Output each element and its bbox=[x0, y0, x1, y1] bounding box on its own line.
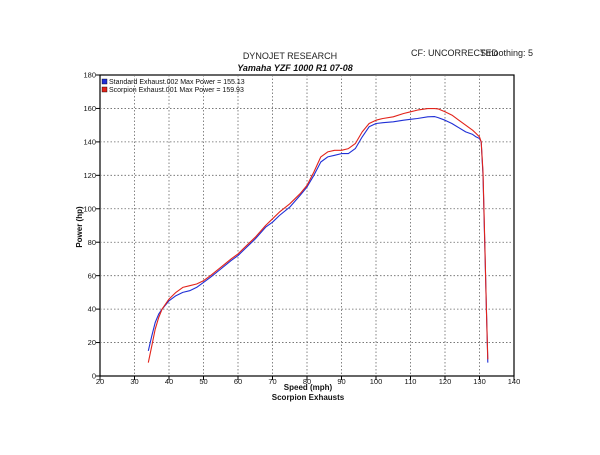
y-tick-label: 0 bbox=[92, 372, 96, 381]
y-tick-label: 140 bbox=[83, 137, 96, 146]
x-tick-label: 80 bbox=[303, 377, 311, 386]
x-tick-label: 90 bbox=[337, 377, 345, 386]
x-tick-label: 40 bbox=[165, 377, 173, 386]
x-tick-label: 30 bbox=[130, 377, 138, 386]
y-tick-label: 80 bbox=[88, 238, 96, 247]
x-axis-label: Speed (mph) bbox=[284, 383, 333, 392]
y-tick-label: 100 bbox=[83, 204, 96, 213]
y-tick-label: 120 bbox=[83, 171, 96, 180]
smoothing-label: Smoothing: 5 bbox=[480, 48, 533, 58]
legend-swatch bbox=[101, 86, 108, 93]
x-tick-label: 60 bbox=[234, 377, 242, 386]
legend-entry: Standard Exhaust.002 Max Power = 155.13 bbox=[109, 79, 245, 86]
y-tick-label: 180 bbox=[83, 71, 96, 80]
series-line-2 bbox=[147, 108, 489, 363]
x-tick-label: 140 bbox=[508, 377, 521, 386]
x-tick-label: 100 bbox=[370, 377, 383, 386]
y-tick-label: 60 bbox=[88, 271, 96, 280]
legend-swatch bbox=[101, 78, 108, 85]
chart-title: Yamaha YZF 1000 R1 07-08 bbox=[237, 63, 353, 73]
x-tick-label: 20 bbox=[96, 377, 104, 386]
x-tick-label: 50 bbox=[199, 377, 207, 386]
x-tick-label: 110 bbox=[405, 377, 417, 386]
series-line-1 bbox=[147, 116, 489, 363]
legend-entry: Scorpion Exhaust.001 Max Power = 159.93 bbox=[109, 87, 244, 94]
x-tick-label: 70 bbox=[268, 377, 276, 386]
x-tick-label: 130 bbox=[473, 377, 486, 386]
chart-subtitle: Scorpion Exhausts bbox=[272, 393, 345, 402]
y-tick-label: 20 bbox=[88, 338, 96, 347]
cf-label: CF: UNCORRECTED bbox=[411, 48, 498, 58]
company-label: DYNOJET RESEARCH bbox=[243, 51, 337, 61]
y-axis-label: Power (hp) bbox=[75, 206, 84, 248]
y-tick-label: 160 bbox=[83, 104, 96, 113]
y-tick-label: 40 bbox=[88, 305, 96, 314]
x-tick-label: 120 bbox=[439, 377, 452, 386]
